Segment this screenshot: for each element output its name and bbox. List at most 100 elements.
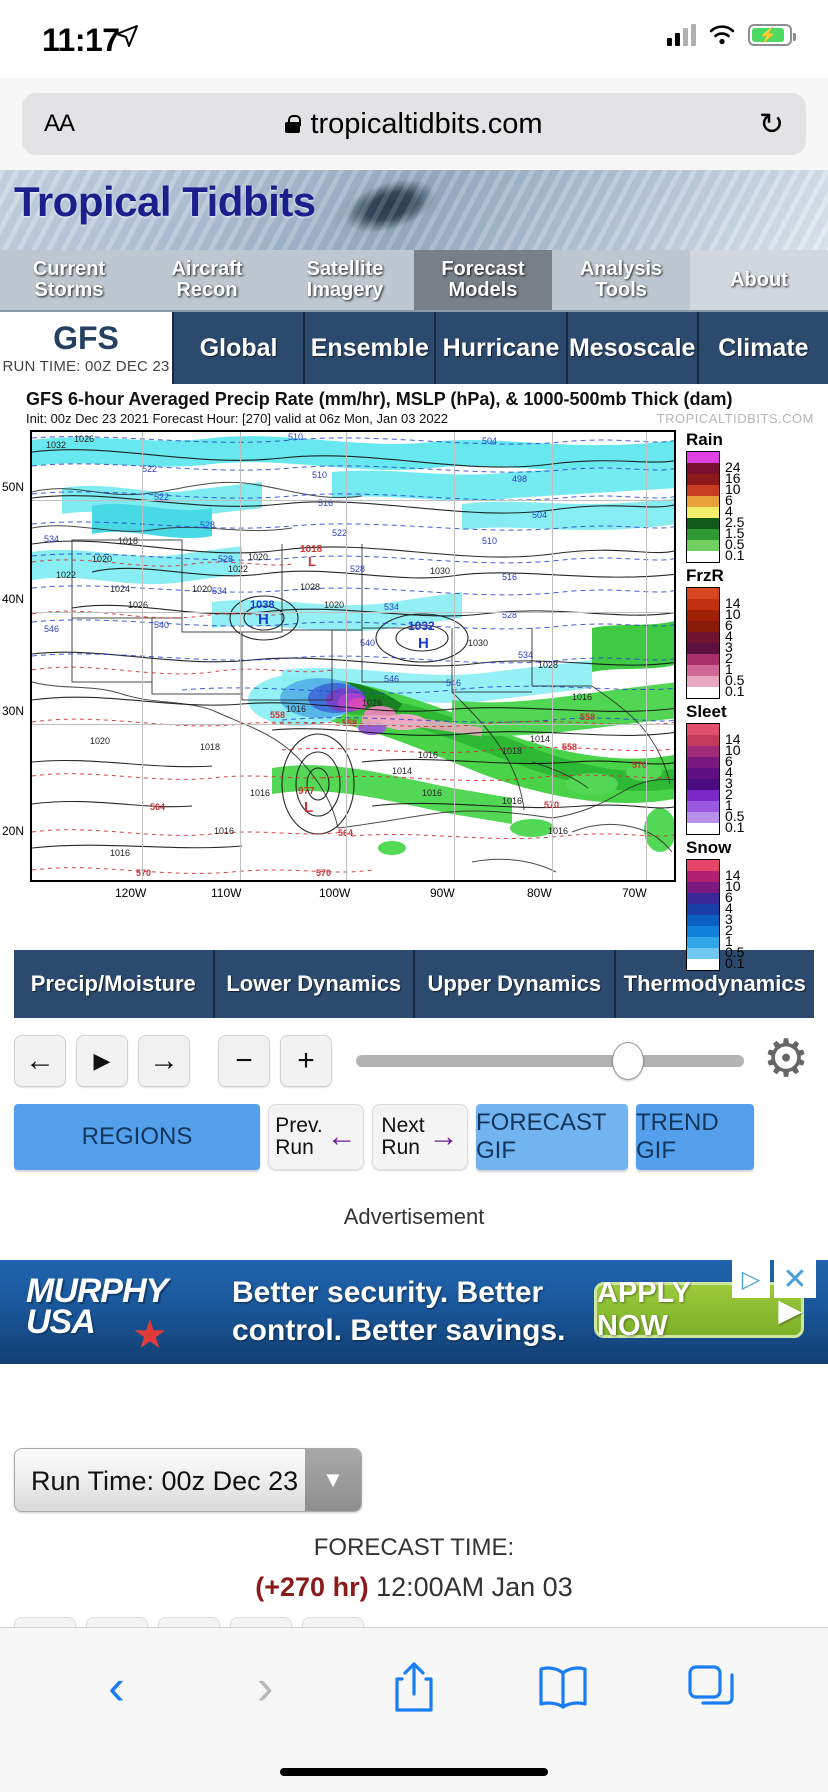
share-icon[interactable] — [340, 1660, 489, 1714]
svg-text:1022: 1022 — [228, 564, 248, 574]
next-run-button[interactable]: Next Run → — [372, 1104, 468, 1170]
legend-title-sleet: Sleet — [686, 702, 727, 721]
parameter-category-bar: Precip/Moisture Lower Dynamics Upper Dyn… — [14, 950, 814, 1018]
svg-text:528: 528 — [502, 610, 517, 620]
figure-title: GFS 6-hour Averaged Precip Rate (mm/hr),… — [26, 389, 733, 409]
category-upper-dynamics[interactable]: Upper Dynamics — [413, 950, 614, 1018]
svg-text:540: 540 — [154, 620, 169, 630]
animation-controls: ← ▶ → − + ⚙ — [0, 1018, 828, 1104]
category-lower-dynamics[interactable]: Lower Dynamics — [212, 950, 413, 1018]
category-precip-moisture[interactable]: Precip/Moisture — [14, 950, 213, 1018]
reload-icon[interactable]: ↻ — [758, 107, 784, 141]
svg-text:1024: 1024 — [110, 584, 130, 594]
svg-text:570: 570 — [632, 760, 647, 770]
forecast-gif-button[interactable]: FORECAST GIF — [476, 1104, 628, 1170]
advertisement-banner[interactable]: MURPHY USA ★ Better security. Better contr… — [0, 1260, 828, 1364]
book-icon[interactable] — [488, 1664, 637, 1710]
svg-text:546: 546 — [446, 678, 461, 688]
svg-text:1018: 1018 — [200, 742, 220, 752]
xtick-120w: 120W — [115, 886, 147, 900]
site-logo-text: Tropical Tidbits — [14, 178, 316, 225]
xtick-70w: 70W — [622, 886, 647, 900]
model-name-block: GFS RUN TIME: 00Z DEC 23 — [0, 312, 172, 384]
nav-item-satellite-imagery[interactable]: Satellite Imagery — [276, 250, 414, 310]
svg-text:1016: 1016 — [250, 788, 270, 798]
chevron-right-icon[interactable]: › — [256, 1659, 274, 1715]
gridline-lon-100w — [346, 432, 347, 880]
svg-text:534: 534 — [518, 650, 533, 660]
legend-ticks-rain: 24 16 10 6 4 2.5 1.5 0.5 0.1 — [725, 459, 745, 563]
zoom-in-button[interactable]: + — [280, 1035, 332, 1087]
chevron-left-icon[interactable]: ‹ — [108, 1659, 125, 1715]
svg-text:1016: 1016 — [418, 750, 438, 760]
regions-button[interactable]: REGIONS — [14, 1104, 260, 1170]
site-logo[interactable]: Tropical Tidbits — [14, 178, 316, 226]
play-button[interactable]: ▶ — [76, 1035, 128, 1087]
forecast-map-figure[interactable]: GFS 6-hour Averaged Precip Rate (mm/hr),… — [0, 384, 828, 971]
nav-item-forecast-models[interactable]: Forecast Models — [414, 250, 552, 310]
chevron-down-icon[interactable]: ▼ — [305, 1449, 361, 1511]
svg-text:522: 522 — [332, 528, 347, 538]
ytick-30n: 30N — [2, 704, 25, 718]
svg-text:510: 510 — [288, 432, 303, 442]
svg-text:528: 528 — [200, 520, 215, 530]
apply-now-button[interactable]: APPLY NOW ▶ — [594, 1277, 804, 1342]
svg-text:1026: 1026 — [128, 600, 148, 610]
run-time-value: Run Time: 00z Dec 23 — [31, 1466, 299, 1496]
svg-text:558: 558 — [562, 742, 577, 752]
tabs-icon[interactable] — [637, 1663, 786, 1711]
trend-gif-button[interactable]: TREND GIF — [636, 1104, 754, 1170]
tab-hurricane[interactable]: Hurricane — [434, 312, 566, 384]
prev-run-button[interactable]: Prev. Run ← — [268, 1104, 364, 1170]
advertisement-label: Advertisement — [343, 1204, 485, 1229]
svg-text:1016: 1016 — [572, 692, 592, 702]
svg-text:546: 546 — [384, 674, 399, 684]
nav-item-current-storms[interactable]: Current Storms — [0, 250, 138, 310]
svg-text:1014: 1014 — [530, 734, 550, 744]
ad-brand: MURPHY USA — [26, 1272, 168, 1342]
zoom-out-button[interactable]: − — [218, 1035, 270, 1087]
tab-global[interactable]: Global — [172, 312, 304, 384]
run-time-select[interactable]: Run Time: 00z Dec 23 ▼ — [14, 1448, 362, 1512]
frame-slider[interactable] — [356, 1035, 744, 1087]
star-icon: ★ — [132, 1313, 168, 1357]
map-canvas[interactable]: 1038 H 1032 H 1018 L 977 L 1032 1026 1018… — [30, 430, 676, 882]
svg-text:1018: 1018 — [502, 746, 522, 756]
svg-text:1016: 1016 — [214, 826, 234, 836]
svg-text:534: 534 — [44, 534, 59, 544]
text-size-button[interactable]: AA — [44, 110, 75, 137]
prev-frame-button[interactable]: ← — [14, 1035, 66, 1087]
url-text: tropicaltidbits.com — [310, 107, 543, 140]
svg-text:1016: 1016 — [110, 848, 130, 858]
svg-text:1014: 1014 — [392, 766, 412, 776]
adchoices-icon[interactable]: ▷ — [732, 1260, 770, 1298]
forecast-valid-time: 12:00AM Jan 03 — [368, 1572, 573, 1602]
nav-item-aircraft-recon[interactable]: Aircraft Recon — [138, 250, 276, 310]
url-display[interactable]: tropicaltidbits.com — [22, 108, 806, 141]
tab-climate[interactable]: Climate — [696, 312, 828, 384]
forecast-time-value: (+270 hr) 12:00AM Jan 03 — [0, 1572, 828, 1603]
battery-charging-icon: ⚡ — [748, 24, 796, 46]
legend-group-sleet: Sleet 14 10 6 4 3 2 1 — [686, 702, 816, 835]
svg-text:1026: 1026 — [362, 698, 382, 708]
gridline-lon-110w — [240, 432, 241, 880]
slider-knob[interactable] — [612, 1042, 645, 1080]
tab-mesoscale[interactable]: Mesoscale — [565, 312, 697, 384]
next-frame-button[interactable]: → — [138, 1035, 190, 1087]
svg-text:L: L — [304, 799, 313, 816]
gear-icon[interactable]: ⚙ — [762, 1030, 810, 1088]
svg-text:534: 534 — [212, 586, 227, 596]
nav-item-about[interactable]: About — [730, 268, 788, 291]
svg-text:L: L — [308, 554, 316, 569]
model-name: GFS — [53, 319, 119, 356]
close-icon[interactable]: ✕ — [774, 1260, 816, 1298]
site-banner: Tropical Tidbits — [0, 170, 828, 250]
tab-ensemble[interactable]: Ensemble — [303, 312, 435, 384]
ad-copy: Better security. Better control. Better s… — [232, 1276, 566, 1347]
svg-text:1032: 1032 — [408, 619, 435, 633]
nav-item-analysis-tools[interactable]: Analysis Tools — [552, 250, 690, 310]
address-bar[interactable]: AA tropicaltidbits.com ↻ — [22, 93, 806, 155]
svg-text:498: 498 — [512, 474, 527, 484]
svg-text:1020: 1020 — [248, 552, 268, 562]
category-thermodynamics[interactable]: Thermodynamics — [613, 950, 814, 1018]
